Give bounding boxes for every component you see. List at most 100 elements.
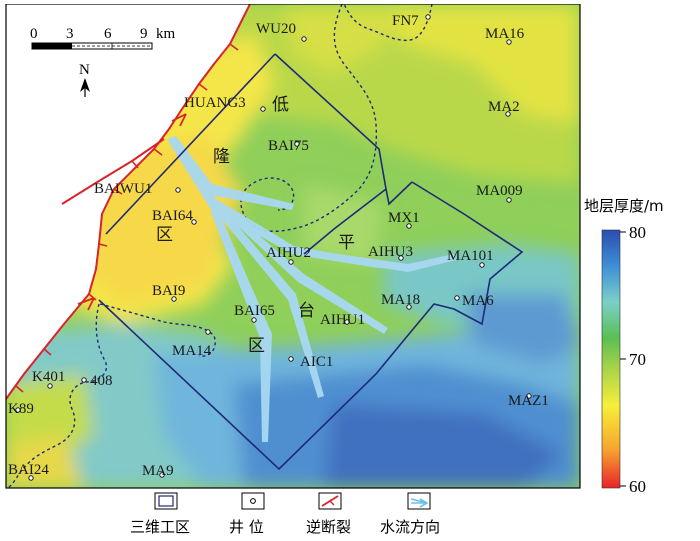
scale-unit: km: [156, 26, 176, 42]
scale-tick-0: 0: [30, 26, 38, 42]
colorbar: 地层厚度/m 80 70 60: [584, 197, 664, 496]
well-ma6: MA6: [454, 293, 494, 309]
well-label: 408: [90, 373, 113, 389]
well-marker: [260, 106, 266, 112]
legend-fault-label: 逆断裂: [306, 518, 351, 536]
well-label: K89: [8, 401, 34, 417]
well-marker: [479, 262, 485, 268]
well-bai24: BAI24: [8, 462, 49, 481]
well-marker: [505, 111, 511, 117]
well-marker: [15, 407, 21, 413]
map-border: [5, 4, 581, 489]
north-arrow-icon: N: [79, 62, 90, 97]
well-marker: [191, 219, 197, 225]
well-marker: [506, 197, 512, 203]
well-label: AIHU3: [368, 244, 413, 260]
well-label: BAIWU1: [94, 181, 152, 197]
scale-tick-3: 3: [66, 26, 74, 42]
well-label: MA14: [172, 343, 212, 359]
well-label: BAI64: [152, 208, 193, 224]
well-marker: [251, 317, 257, 323]
scale-tick-6: 6: [104, 26, 112, 42]
well-label: HUANG3: [184, 95, 246, 111]
well-label: BAI24: [8, 462, 49, 478]
reverse-fault: [5, 4, 251, 400]
platform-char-3: 区: [248, 336, 265, 356]
well-label: AIHU1: [320, 312, 365, 328]
reverse-fault-icon: [318, 492, 342, 510]
well-aihu2: AIHU2: [266, 245, 311, 265]
legend-work-area-label: 三维工区: [130, 518, 190, 536]
thickness-map: WU20 FN7 MA16 HUANG3 MA2 BAI75 BAIWU1 MA009 BAI6…: [5, 4, 664, 536]
well-marker: [526, 393, 532, 399]
well-bai9: BAI9: [152, 283, 185, 302]
well-label: AIC1: [300, 354, 333, 370]
well-marker: [454, 295, 460, 301]
well-marker: [205, 329, 211, 335]
well-marker: [288, 356, 294, 362]
legend-flow-label: 水流方向: [380, 518, 440, 536]
well-marker: [406, 223, 412, 229]
colorbar-title: 地层厚度/m: [584, 197, 664, 215]
well-label: FN7: [392, 13, 419, 29]
wells-layer: WU20 FN7 MA16 HUANG3 MA2 BAI75 BAIWU1 MA009 BAI6…: [8, 13, 549, 481]
well-label: MA16: [485, 26, 525, 42]
well-baiwu1: BAIWU1: [94, 181, 181, 197]
flow-direction-icon: [407, 492, 431, 510]
well-label: MAZ1: [508, 393, 549, 409]
well-marker: [294, 141, 300, 147]
well-ma9: MA9: [142, 463, 174, 479]
work-area-outlines: [98, 53, 524, 471]
well-ma18: MA18: [381, 292, 420, 310]
well-marker: [398, 255, 404, 261]
well-bai65: BAI65: [234, 303, 275, 323]
well-huang3: HUANG3: [184, 95, 266, 112]
well-icon: [241, 492, 265, 510]
work-area-icon: [154, 492, 178, 510]
legend-well-label: 井 位: [229, 518, 264, 536]
well-marker: [406, 304, 412, 310]
well-marker: [159, 472, 165, 478]
well-k401: K401: [32, 369, 65, 389]
water-flow-direction: [167, 136, 456, 442]
well-mx1: MX1: [388, 210, 420, 229]
well-label: MA101: [447, 248, 494, 264]
well-label: MA9: [142, 463, 174, 479]
scale-bar: 0 3 6 9 km: [30, 26, 176, 50]
well-marker: [81, 377, 87, 383]
well-marker: [288, 259, 294, 265]
well-ma101: MA101: [447, 248, 494, 268]
zone-labels: 低 隆 区 平 台 区: [156, 95, 355, 356]
well-bai75: BAI75: [268, 138, 309, 154]
well-label: MA6: [462, 293, 494, 309]
uplift-char-3: 区: [156, 225, 173, 245]
well-marker: [171, 296, 177, 302]
well-wu20: WU20: [256, 21, 307, 42]
well-fn7: FN7: [392, 13, 431, 29]
well-label: MA009: [476, 183, 523, 199]
well-bai64: BAI64: [152, 208, 197, 225]
well-label: AIHU2: [266, 245, 311, 261]
well-label: K401: [32, 369, 65, 385]
well-ma14: MA14: [172, 329, 212, 359]
scale-tick-9: 9: [140, 26, 148, 42]
well-maz1: MAZ1: [508, 393, 549, 409]
well-marker: [425, 14, 431, 20]
well-label: BAI9: [152, 283, 185, 299]
colorbar-tick-80: 80: [629, 223, 646, 242]
well-aic1: AIC1: [288, 354, 333, 370]
well-ma009: MA009: [476, 183, 523, 203]
well-marker: [28, 475, 34, 481]
well-label: MX1: [388, 210, 420, 226]
well-marker: [175, 187, 181, 193]
platform-char-2: 台: [298, 301, 315, 321]
well-ma16: MA16: [485, 26, 525, 45]
dashed-contour: [5, 4, 433, 489]
well-marker: [344, 319, 350, 325]
platform-char-1: 平: [338, 233, 355, 253]
well-label: MA2: [488, 99, 520, 115]
north-label: N: [79, 62, 90, 78]
well-label: BAI65: [234, 303, 275, 319]
well-ma2: MA2: [488, 99, 520, 117]
well-marker: [47, 383, 53, 389]
